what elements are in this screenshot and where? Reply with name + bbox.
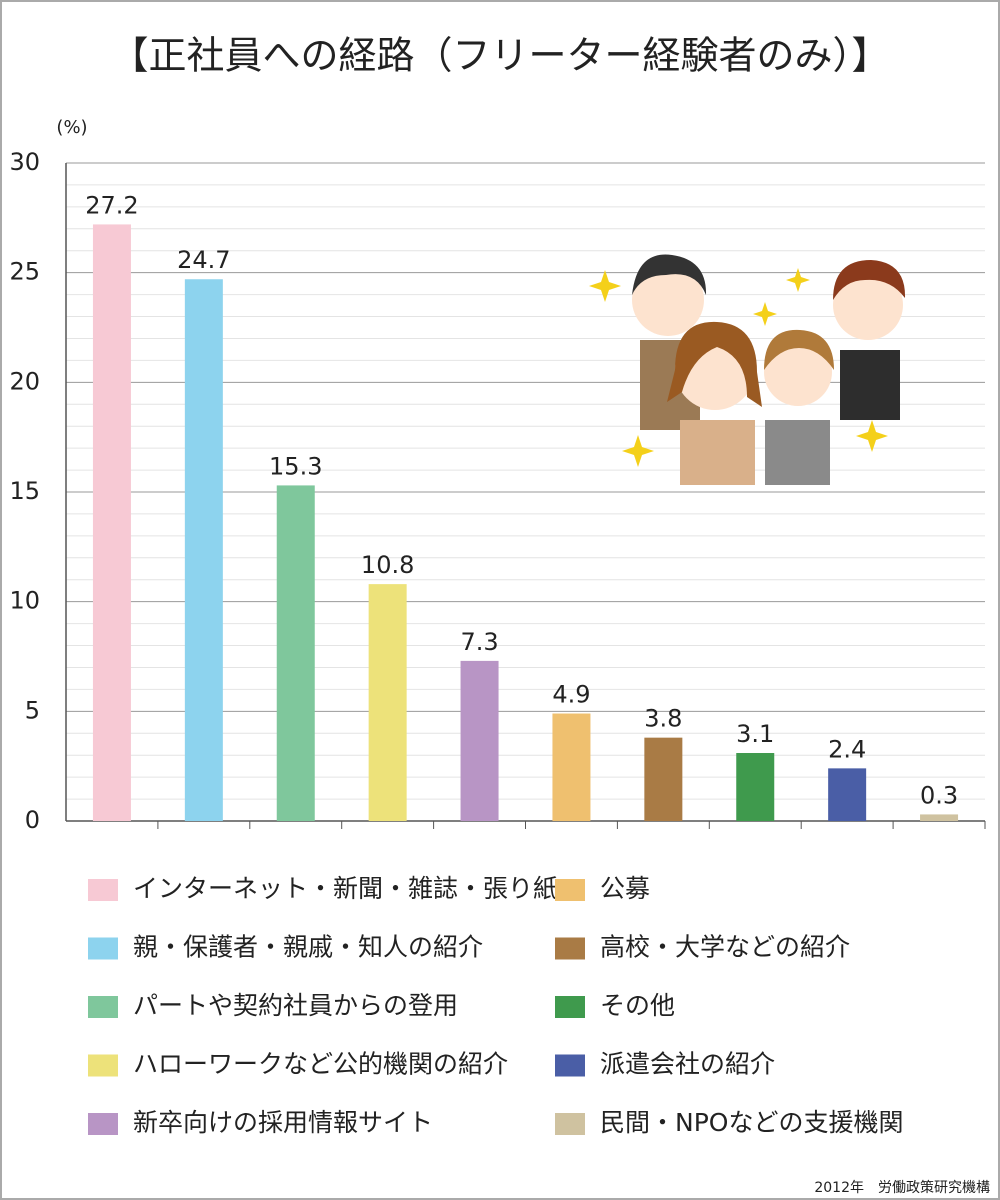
bar [552,713,591,821]
y-tick-label: 30 [9,148,40,176]
legend-swatch [88,1113,118,1135]
legend-label: その他 [600,991,675,1020]
legend-swatch [555,937,585,960]
legend-label: インターネット・新聞・雑誌・張り紙 [133,874,558,903]
bar [184,279,223,821]
legend-swatch [88,879,118,901]
legend-label: 民間・NPOなどの支援機関 [600,1108,903,1137]
bar [460,660,499,821]
data-label: 15.3 [269,452,322,480]
legend-label: 派遣会社の紹介 [600,1050,775,1079]
bar [736,753,775,821]
y-tick-label: 10 [9,587,40,615]
legend-swatch [88,996,118,1018]
legend-swatch [88,937,118,960]
bar [828,768,867,821]
legend-swatch [555,1054,585,1077]
illustration [589,254,906,485]
data-label: 7.3 [460,628,498,656]
data-label: 0.3 [920,781,958,809]
legend-label: 新卒向けの採用情報サイト [133,1108,433,1137]
source: 2012年 労働政策研究機構 [814,1179,990,1196]
legend-label: パートや契約社員からの登用 [133,991,458,1020]
data-label: 4.9 [552,681,590,709]
legend-label: 公募 [600,874,650,903]
legend-label: 高校・大学などの紹介 [600,933,850,962]
legend-swatch [555,996,585,1018]
data-label: 10.8 [361,551,414,579]
y-tick-label: 25 [9,258,40,286]
y-unit: (%) [56,117,87,138]
data-label: 3.1 [736,720,774,748]
y-tick-label: 5 [25,696,40,724]
legend-label: 親・保護者・親戚・知人の紹介 [133,933,483,962]
chart-title: 【正社員への経路（フリーター経験者のみ）】 [110,34,889,78]
y-tick-label: 0 [25,806,40,834]
data-label: 24.7 [177,246,230,274]
y-tick-label: 20 [9,367,40,395]
legend-swatch [555,1113,585,1135]
data-label: 2.4 [828,735,866,763]
legend-label: ハローワークなど公的機関の紹介 [133,1050,508,1079]
data-label: 27.2 [85,191,138,219]
bar [368,584,407,821]
y-tick-label: 15 [9,477,40,505]
legend-swatch [555,879,585,901]
bar [644,737,683,821]
data-label: 3.8 [644,705,682,733]
bar [92,224,131,821]
legend-swatch [88,1054,118,1077]
bar [920,814,959,821]
bar [276,485,315,821]
